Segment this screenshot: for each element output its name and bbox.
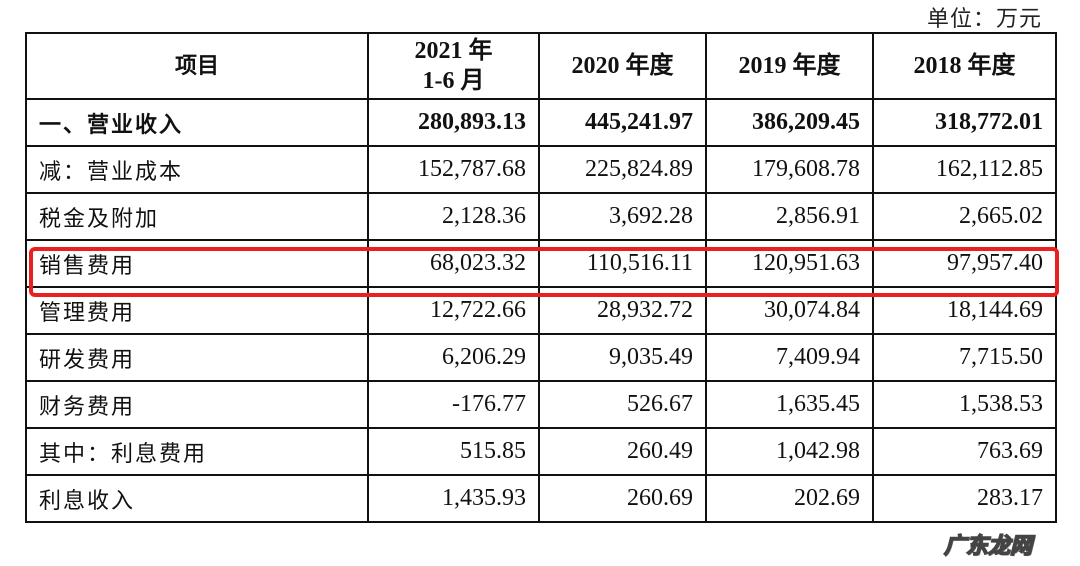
cell-2020: 110,516.11 [538,239,707,288]
cell-2021-h1: -176.77 [367,380,540,429]
table-row-interest-expense: 其中：利息费用 515.85 260.49 1,042.98 763.69 [25,427,1057,476]
cell-2021-h1: 68,023.32 [367,239,540,288]
cell-2019: 386,209.45 [705,98,874,147]
cell-2020: 225,824.89 [538,145,707,194]
header-row: 项目 2021 年 1-6 月 2020 年度 2019 年度 2018 年度 [25,32,1057,100]
cell-2018: 97,957.40 [872,239,1057,288]
cell-2019: 202.69 [705,474,874,523]
cell-2020: 260.49 [538,427,707,476]
cell-2020: 9,035.49 [538,333,707,382]
row-label: 财务费用 [25,380,369,429]
cell-2021-h1: 12,722.66 [367,286,540,335]
cell-2018: 2,665.02 [872,192,1057,241]
watermark-logo: 广东龙网 [943,533,1033,560]
cell-2020: 3,692.28 [538,192,707,241]
row-label: 研发费用 [25,333,369,382]
cell-2020: 260.69 [538,474,707,523]
cell-2019: 2,856.91 [705,192,874,241]
table-row-admin-expenses: 管理费用 12,722.66 28,932.72 30,074.84 18,14… [25,286,1057,335]
row-label: 其中：利息费用 [25,427,369,476]
table-row-rd-expenses: 研发费用 6,206.29 9,035.49 7,409.94 7,715.50 [25,333,1057,382]
cell-2019: 120,951.63 [705,239,874,288]
cell-2018: 1,538.53 [872,380,1057,429]
income-statement-table: 项目 2021 年 1-6 月 2020 年度 2019 年度 2018 年度 … [25,32,1057,523]
cell-2021-h1: 152,787.68 [367,145,540,194]
cell-2019: 179,608.78 [705,145,874,194]
cell-2018: 7,715.50 [872,333,1057,382]
cell-2021-h1: 280,893.13 [367,98,540,147]
row-label: 利息收入 [25,474,369,523]
cell-2021-h1: 1,435.93 [367,474,540,523]
cell-2019: 1,042.98 [705,427,874,476]
cell-2018: 763.69 [872,427,1057,476]
table-row-selling-expenses: 销售费用 68,023.32 110,516.11 120,951.63 97,… [25,239,1057,288]
cell-2021-h1: 515.85 [367,427,540,476]
row-label: 销售费用 [25,239,369,288]
table-row-taxes-surcharges: 税金及附加 2,128.36 3,692.28 2,856.91 2,665.0… [25,192,1057,241]
cell-2019: 7,409.94 [705,333,874,382]
cell-2018: 318,772.01 [872,98,1057,147]
header-2021-h1: 2021 年 1-6 月 [367,32,540,100]
cell-2021-h1: 6,206.29 [367,333,540,382]
header-item: 项目 [25,32,369,100]
cell-2019: 30,074.84 [705,286,874,335]
header-2019: 2019 年度 [705,32,874,100]
cell-2018: 283.17 [872,474,1057,523]
header-2018: 2018 年度 [872,32,1057,100]
cell-2021-h1: 2,128.36 [367,192,540,241]
header-2020: 2020 年度 [538,32,707,100]
cell-2018: 162,112.85 [872,145,1057,194]
table-row-operating-cost: 减：营业成本 152,787.68 225,824.89 179,608.78 … [25,145,1057,194]
table-row-operating-revenue: 一、营业收入 280,893.13 445,241.97 386,209.45 … [25,98,1057,147]
cell-2018: 18,144.69 [872,286,1057,335]
row-label: 一、营业收入 [25,98,369,147]
row-label: 管理费用 [25,286,369,335]
cell-2020: 28,932.72 [538,286,707,335]
row-label: 税金及附加 [25,192,369,241]
cell-2020: 445,241.97 [538,98,707,147]
cell-2019: 1,635.45 [705,380,874,429]
table-row-interest-income: 利息收入 1,435.93 260.69 202.69 283.17 [25,474,1057,523]
table-row-financial-expenses: 财务费用 -176.77 526.67 1,635.45 1,538.53 [25,380,1057,429]
row-label: 减：营业成本 [25,145,369,194]
cell-2020: 526.67 [538,380,707,429]
unit-label: 单位：万元 [926,7,1042,32]
